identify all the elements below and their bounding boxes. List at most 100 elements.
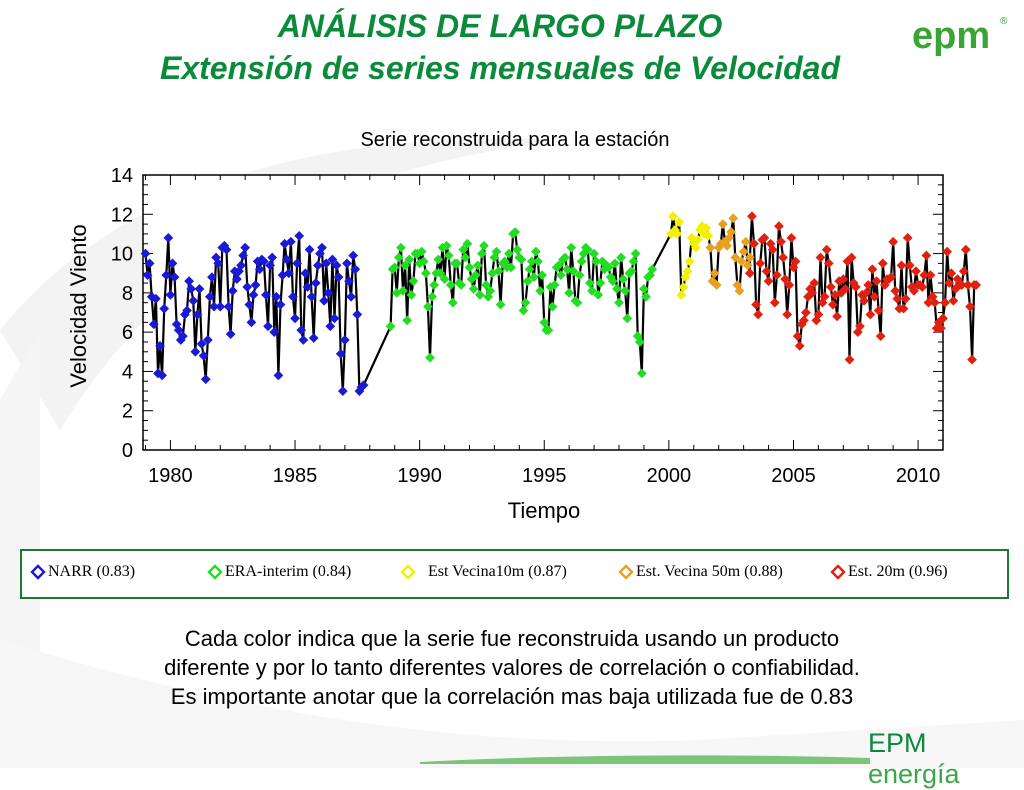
data-point-0 [215,301,226,312]
legend-item-est-20m: Est. 20m (0.96) [830,563,948,581]
data-point-2 [676,289,687,300]
data-point-4 [755,258,766,269]
data-point-4 [840,284,851,294]
data-point-3 [738,246,749,257]
data-point-4 [938,313,948,324]
data-point-0 [250,280,261,290]
data-point-4 [859,295,869,306]
data-point-4 [869,291,880,302]
data-point-0 [163,232,174,243]
data-point-0 [296,325,307,336]
data-point-3 [709,268,720,279]
data-point-1 [393,252,404,263]
data-point-4 [792,331,803,341]
data-point-4 [942,246,953,257]
data-point-4 [923,297,934,308]
data-point-0 [273,370,284,381]
y-tick-label: 14 [111,165,133,187]
data-point-1 [549,280,560,290]
data-point-1 [562,264,572,275]
data-point-1 [555,270,566,281]
data-point-4 [956,280,967,290]
data-point-1 [385,321,396,332]
data-point-1 [443,250,454,261]
data-point-1 [429,280,440,290]
data-point-4 [925,270,936,281]
legend-label: NARR (0.83) [48,563,136,580]
data-point-1 [524,264,535,275]
data-point-0 [209,301,219,312]
data-point-0 [221,244,232,255]
data-point-3 [705,242,716,253]
data-point-1 [572,297,583,308]
data-point-1 [560,252,570,263]
data-point-4 [776,236,786,247]
x-tick-label: 1990 [397,465,442,487]
data-point-4 [936,323,946,334]
data-point-0 [267,252,278,263]
data-point-0 [202,335,213,345]
data-point-0 [236,260,246,271]
data-point-0 [346,291,356,302]
data-point-0 [186,284,197,294]
data-point-0 [155,341,165,351]
data-point-1 [423,301,433,312]
data-point-4 [771,270,782,281]
data-point-0 [238,250,248,261]
data-point-0 [310,278,321,288]
data-point-3 [740,236,751,247]
data-point-1 [462,238,473,249]
data-point-4 [780,274,791,284]
data-point-1 [493,266,504,277]
data-point-1 [595,278,606,288]
data-point-0 [190,346,201,357]
data-point-1 [612,284,622,294]
data-point-1 [425,352,435,363]
data-point-2 [674,217,685,228]
data-point-1 [634,337,645,347]
data-point-0 [232,274,242,284]
data-point-1 [400,260,410,271]
data-point-4 [886,272,896,283]
data-point-1 [582,244,593,255]
data-point-0 [188,295,199,306]
data-point-4 [749,238,759,249]
data-point-4 [786,232,797,243]
data-point-1 [456,280,467,290]
data-point-1 [396,242,406,253]
data-point-0 [281,254,292,265]
data-point-0 [285,236,296,247]
data-point-4 [778,252,788,263]
data-point-4 [769,297,780,308]
title-line-2: Extensión de series mensuales de Velocid… [160,50,840,86]
data-point-1 [587,286,597,296]
data-point-4 [855,321,865,332]
data-point-1 [568,266,579,277]
y-tick-label: 2 [122,401,133,423]
data-point-1 [464,262,475,273]
data-point-0 [173,325,184,336]
data-point-4 [888,236,899,247]
data-point-4 [875,331,886,341]
data-point-0 [140,248,151,259]
data-point-4 [909,286,919,296]
data-point-2 [678,282,689,292]
data-point-1 [398,286,408,296]
data-point-0 [207,272,217,283]
data-point-1 [420,268,431,279]
legend-item-narr: NARR (0.83) [30,563,135,581]
data-point-4 [940,297,950,308]
data-point-1 [614,297,624,308]
data-point-0 [254,264,265,275]
data-point-0 [306,291,317,302]
data-point-2 [684,256,695,267]
data-point-0 [323,287,334,298]
data-point-1 [539,317,550,328]
chart-title: Serie reconstruida para la estación [360,129,669,151]
data-point-4 [807,287,818,298]
footer-swoosh [420,755,870,764]
data-point-3 [717,219,728,229]
data-point-4 [871,276,882,286]
data-point-4 [832,311,842,322]
data-point-1 [491,246,502,257]
